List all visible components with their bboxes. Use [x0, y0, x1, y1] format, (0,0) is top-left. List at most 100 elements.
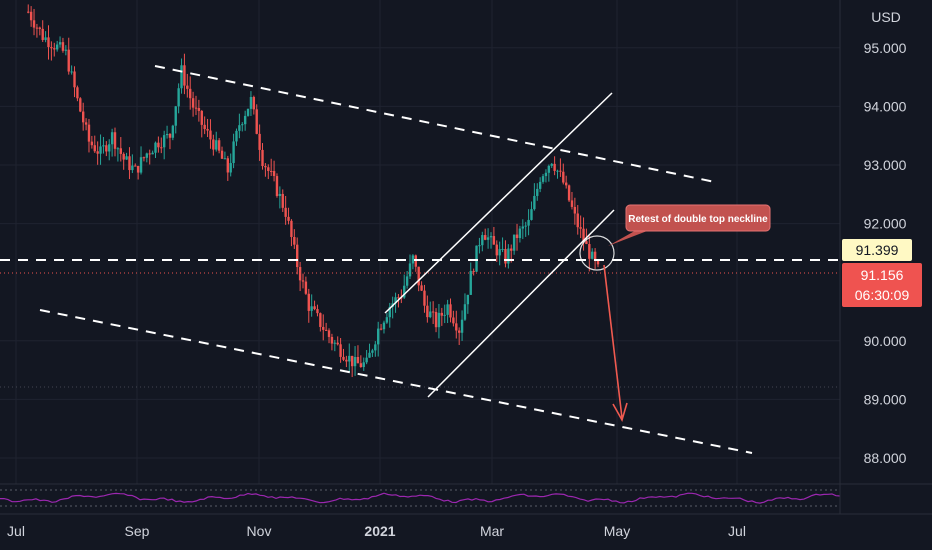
- retest-note[interactable]: Retest of double top neckline: [608, 204, 771, 246]
- candle-body: [177, 88, 180, 107]
- candle-body: [174, 106, 177, 126]
- candle-body: [128, 156, 131, 171]
- candle-body: [316, 309, 319, 314]
- x-tick-label: Jul: [7, 523, 25, 539]
- candle-body: [457, 330, 461, 333]
- x-tick-label: Sep: [125, 523, 150, 539]
- candle-body: [576, 213, 579, 228]
- candle-body: [189, 88, 192, 99]
- currency-label[interactable]: USD: [871, 9, 901, 25]
- candle-body: [446, 304, 449, 315]
- candle-body: [368, 352, 371, 358]
- rising-channel-upper[interactable]: [384, 92, 613, 314]
- candle-body: [319, 313, 322, 327]
- candle-body: [116, 148, 120, 150]
- candle-body: [512, 234, 516, 251]
- candle-body: [249, 97, 253, 109]
- lower-channel-line[interactable]: [39, 309, 753, 454]
- candle-body: [310, 306, 313, 311]
- candle-body: [466, 294, 470, 305]
- candle-body: [301, 280, 305, 282]
- projection-arrow-head: [612, 402, 628, 423]
- time-axis[interactable]: Jul Sep Nov 2021 Mar May Jul: [0, 513, 932, 539]
- candle-body: [322, 326, 325, 330]
- candle-body: [524, 225, 527, 227]
- candle-body: [29, 11, 33, 21]
- candle-body: [258, 133, 261, 150]
- neckline-price-text: 91.399: [856, 242, 899, 258]
- candle-body: [139, 157, 143, 173]
- candle-body: [348, 355, 351, 362]
- candle-body: [538, 181, 542, 189]
- candle-body: [327, 330, 331, 337]
- candle-body: [498, 249, 501, 256]
- candle-body: [550, 163, 553, 166]
- candle-body: [70, 71, 73, 73]
- candle-body: [209, 130, 212, 140]
- candle-body: [564, 182, 568, 186]
- last-price-tag: [842, 263, 922, 307]
- candle-body: [492, 236, 496, 245]
- candle-body: [530, 209, 533, 220]
- x-tick-label: May: [604, 523, 630, 539]
- candles: [27, 4, 600, 378]
- candle-body: [110, 132, 114, 145]
- candle-body: [238, 125, 241, 131]
- candle-body: [417, 266, 420, 286]
- candle-body: [440, 312, 444, 316]
- candle-body: [420, 285, 423, 291]
- candle-body: [423, 290, 426, 306]
- candle-body: [183, 65, 186, 86]
- candle-body: [324, 329, 328, 331]
- candle-body: [475, 245, 478, 272]
- drawings: [0, 65, 840, 454]
- candle-body: [32, 20, 36, 28]
- candle-body: [142, 157, 146, 159]
- candle-body: [403, 285, 406, 298]
- candle-body: [376, 328, 380, 345]
- candle-body: [518, 228, 522, 239]
- candle-body: [290, 220, 293, 237]
- candle-body: [200, 110, 203, 125]
- candle-body: [515, 234, 519, 239]
- candle-body: [342, 356, 345, 360]
- candle-body: [510, 248, 513, 251]
- candle-body: [345, 359, 348, 362]
- candle-body: [553, 163, 556, 171]
- candle-body: [125, 156, 128, 160]
- candle-body: [426, 305, 429, 318]
- candle-body: [47, 37, 50, 48]
- candle-body: [356, 356, 360, 364]
- countdown-text: 06:30:09: [855, 287, 910, 303]
- y-tick-label: 92.000: [864, 216, 907, 232]
- candle-body: [307, 293, 310, 311]
- candle-body: [278, 193, 282, 196]
- candle-body: [252, 97, 256, 110]
- projection-arrow-shaft[interactable]: [603, 264, 623, 419]
- x-tick-labels: Jul Sep Nov 2021 Mar May Jul: [7, 523, 746, 539]
- candle-body: [160, 147, 163, 149]
- candle-body: [220, 150, 224, 159]
- rsi-pane: [0, 483, 932, 507]
- candle-body: [596, 260, 600, 265]
- note-pointer: [608, 228, 655, 246]
- candle-body: [203, 124, 206, 130]
- candle-body: [562, 171, 565, 183]
- candle-body: [379, 328, 383, 330]
- candle-body: [429, 311, 432, 318]
- candle-body: [246, 108, 250, 116]
- upper-channel-line[interactable]: [154, 65, 716, 183]
- price-axis[interactable]: USD 95.000 94.000 93.000 92.000 90.000 89.000…: [839, 0, 922, 514]
- candle-body: [495, 244, 498, 256]
- candle-body: [336, 342, 339, 345]
- retest-circle[interactable]: [579, 235, 615, 271]
- candle-body: [382, 322, 386, 330]
- candle-body: [206, 129, 209, 131]
- note-text: Retest of double top neckline: [628, 214, 768, 225]
- candle-body: [275, 176, 279, 196]
- rising-channel-lower[interactable]: [427, 209, 615, 398]
- candle-body: [573, 206, 577, 214]
- candle-body: [241, 124, 244, 126]
